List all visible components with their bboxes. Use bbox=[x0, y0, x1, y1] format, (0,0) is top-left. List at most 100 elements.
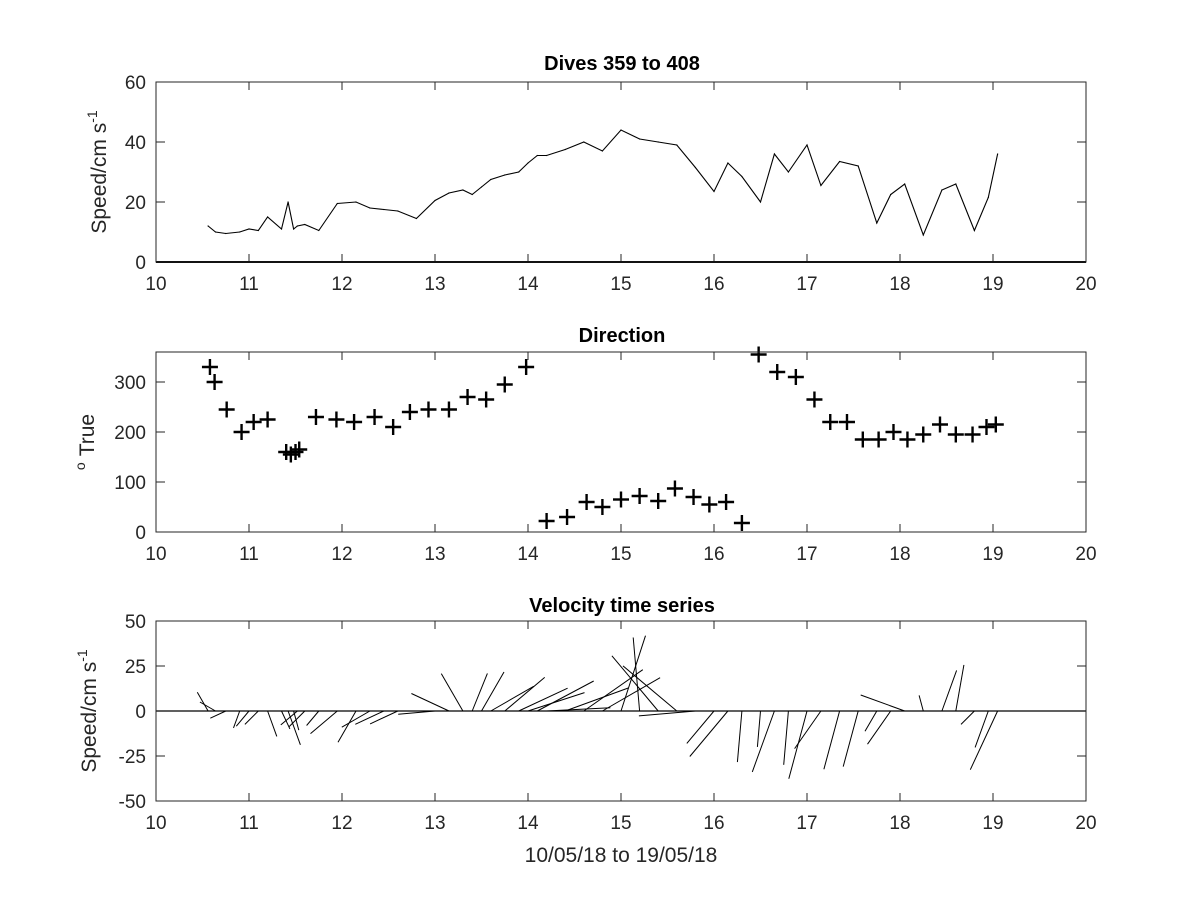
direction-plus-marker bbox=[931, 416, 948, 433]
velocity-panel-plot bbox=[156, 635, 1086, 779]
direction-plus-marker bbox=[401, 404, 418, 420]
speed-data-point bbox=[676, 144, 678, 146]
direction-plus-marker bbox=[685, 489, 702, 505]
velocity-stick bbox=[565, 687, 629, 712]
speed-data-point bbox=[857, 165, 859, 167]
speed-data-point bbox=[267, 216, 269, 218]
velocity-stick bbox=[918, 695, 924, 712]
velocity-stick bbox=[411, 693, 450, 712]
x-tick-label: 12 bbox=[331, 813, 352, 834]
speed-data-point bbox=[564, 148, 566, 151]
velocity-stick bbox=[969, 710, 999, 770]
y-tick-label: 0 bbox=[135, 702, 146, 723]
speed-data-point bbox=[239, 231, 241, 233]
velocity-stick bbox=[293, 710, 300, 731]
velocity-stick bbox=[235, 710, 250, 727]
velocity-stick bbox=[504, 677, 546, 712]
velocity-stick bbox=[689, 710, 729, 757]
velocity-stick bbox=[481, 671, 505, 712]
direction-plus-marker bbox=[822, 414, 839, 430]
speed-data-point bbox=[922, 234, 924, 236]
x-tick-label: 17 bbox=[796, 274, 817, 295]
speed-data-point bbox=[383, 208, 385, 211]
velocity-stick bbox=[398, 710, 436, 715]
x-tick-label: 20 bbox=[1075, 813, 1096, 834]
speed-data-point bbox=[397, 210, 399, 212]
direction-plus-marker bbox=[899, 431, 916, 448]
x-tick-label: 15 bbox=[610, 544, 631, 565]
velocity-stick bbox=[288, 710, 306, 728]
x-tick-label: 14 bbox=[517, 274, 539, 295]
direction-plus-marker bbox=[733, 515, 750, 531]
direction-plus-marker bbox=[769, 364, 786, 380]
velocity-stick bbox=[622, 665, 678, 712]
x-tick-label: 19 bbox=[982, 544, 1003, 565]
y-tick-label: 100 bbox=[114, 473, 146, 494]
x-tick-label: 19 bbox=[982, 274, 1003, 295]
velocity-stick bbox=[440, 673, 464, 712]
velocity-panel-title: Velocity time series bbox=[529, 595, 715, 617]
velocity-stick bbox=[794, 710, 822, 749]
speed-data-point bbox=[480, 186, 483, 188]
x-tick-label: 10 bbox=[145, 274, 166, 295]
speed-data-point bbox=[318, 229, 320, 232]
velocity-stick bbox=[960, 710, 975, 725]
speed-data-point bbox=[904, 183, 906, 185]
speed-data-point bbox=[987, 196, 989, 199]
direction-plus-marker bbox=[245, 414, 262, 430]
y-tick-label: 25 bbox=[125, 657, 146, 678]
velocity-stick bbox=[244, 710, 259, 725]
speed-data-point bbox=[727, 162, 729, 164]
x-tick-label: 12 bbox=[331, 274, 352, 295]
velocity-panel-ylabel: Speed/cm s-1 bbox=[74, 649, 101, 773]
direction-plus-marker bbox=[559, 509, 576, 525]
direction-plus-marker bbox=[459, 389, 476, 405]
velocity-panel: Velocity time series 10 11 12 13 14 15 16 17 18 1… bbox=[74, 595, 1097, 867]
speed-data-point bbox=[546, 154, 548, 157]
x-tick-label: 16 bbox=[703, 544, 724, 565]
speed-panel-axes-box bbox=[155, 81, 1087, 263]
velocity-stick bbox=[341, 710, 371, 728]
direction-plus-marker bbox=[666, 480, 683, 497]
speed-data-point bbox=[657, 141, 659, 143]
velocity-stick bbox=[864, 710, 878, 732]
velocity-stick bbox=[210, 710, 227, 719]
velocity-stick bbox=[518, 687, 568, 712]
speed-data-point bbox=[639, 138, 641, 140]
direction-panel-ylabel: oTrue bbox=[72, 414, 99, 470]
direction-plus-marker bbox=[787, 369, 804, 385]
y-tick-label: 200 bbox=[114, 423, 146, 444]
speed-panel-ylabel-superscript: -1 bbox=[84, 110, 100, 123]
speed-series-line bbox=[207, 129, 999, 237]
x-tick-label: 14 bbox=[517, 813, 539, 834]
velocity-stick bbox=[369, 710, 399, 725]
x-tick-label: 13 bbox=[424, 813, 445, 834]
x-tick-label: 11 bbox=[239, 544, 259, 565]
velocity-stick bbox=[842, 710, 859, 767]
y-tick-label: -50 bbox=[119, 792, 146, 813]
speed-data-point bbox=[997, 153, 999, 155]
x-tick-label: 11 bbox=[239, 813, 259, 834]
direction-plus-marker bbox=[346, 414, 363, 430]
speed-data-point bbox=[280, 228, 283, 230]
direction-plus-marker bbox=[701, 496, 718, 513]
speed-data-point bbox=[536, 154, 538, 157]
direction-plus-marker bbox=[750, 346, 767, 363]
velocity-stick bbox=[602, 677, 661, 712]
speed-data-point bbox=[462, 189, 464, 191]
direction-plus-marker bbox=[854, 431, 871, 448]
speed-panel-ticks: 10 11 12 13 14 15 16 17 18 19 20 0 20 40 60 bbox=[125, 73, 1097, 295]
velocity-stick bbox=[638, 710, 696, 717]
direction-plus-marker bbox=[987, 416, 1004, 433]
speed-data-point bbox=[941, 189, 943, 191]
direction-plus-marker bbox=[496, 376, 513, 393]
direction-plus-marker bbox=[838, 414, 855, 430]
velocity-stick bbox=[583, 669, 644, 712]
velocity-stick bbox=[788, 710, 808, 779]
velocity-stick bbox=[632, 637, 641, 712]
speed-data-point bbox=[601, 150, 604, 152]
x-tick-label: 18 bbox=[889, 813, 910, 834]
direction-plus-marker bbox=[650, 493, 667, 509]
x-tick-label: 20 bbox=[1075, 274, 1096, 295]
y-tick-label: 0 bbox=[135, 523, 146, 544]
